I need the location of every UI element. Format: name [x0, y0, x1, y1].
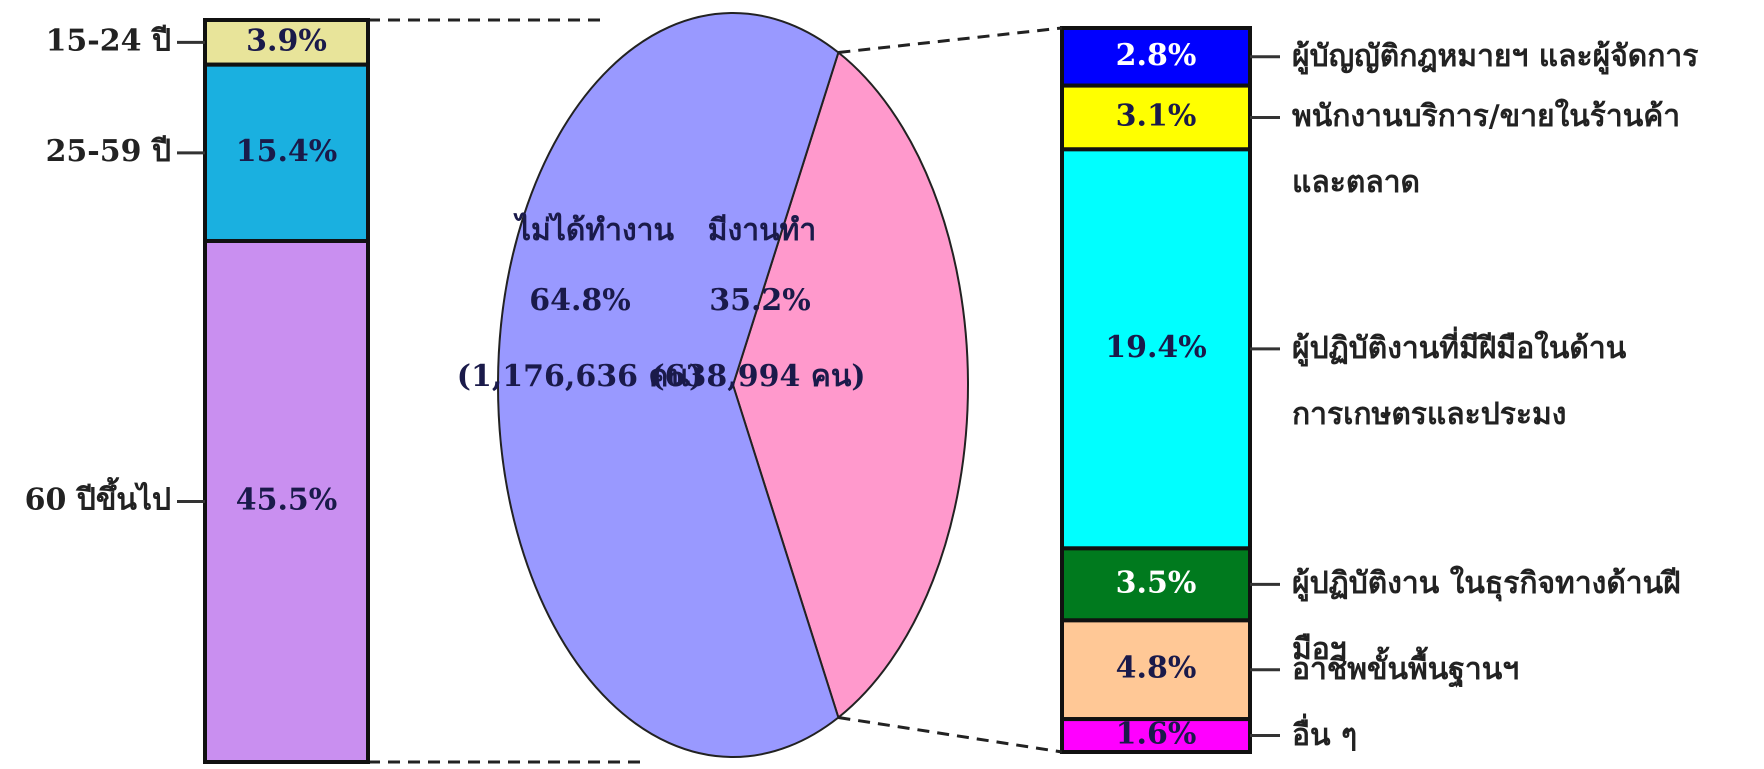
pie-slice: [497, 12, 840, 758]
bar-segment: [203, 18, 370, 67]
bar-segment: [203, 238, 370, 765]
segment-label: พนักงานบริการ/ขายในร้านค้าและตลาด: [1292, 99, 1681, 201]
bar-segment: [1060, 26, 1252, 88]
segment-value: 2.8%: [1116, 38, 1197, 73]
segment-label: 60 ปีขึ้นไป: [25, 476, 171, 517]
segment-label: ผู้ปฏิบัติงานที่มีฝีมือในด้านการเกษตรและ…: [1292, 330, 1627, 432]
slice-value: 64.8%: [529, 283, 631, 318]
bar-segment: [1060, 83, 1252, 152]
slice-label: ไม่ได้ทำงาน: [513, 212, 675, 248]
bar-segment: [1060, 147, 1252, 551]
segment-value: 45.5%: [236, 482, 338, 517]
slice-count: (638,994 คน): [650, 359, 865, 394]
segment-value: 4.8%: [1116, 651, 1197, 686]
connector: [838, 26, 1063, 54]
segment-value: 15.4%: [236, 134, 338, 169]
pie-slice: [731, 50, 969, 720]
segment-label: ผู้บัญญัติกฎหมายฯ และผู้จัดการ: [1292, 38, 1699, 74]
segment-label: อาชีพขั้นพื้นฐานฯ: [1292, 651, 1520, 687]
bar-segment: [1060, 546, 1252, 623]
segment-value: 1.6%: [1116, 717, 1197, 752]
segment-label: 15-24 ปี: [46, 23, 171, 58]
segment-value: 3.9%: [246, 23, 327, 58]
bar-segment: [203, 62, 370, 243]
connector: [838, 716, 1063, 754]
segment-value: 19.4%: [1105, 330, 1207, 365]
slice-label: มีงานทำ: [708, 213, 816, 248]
segment-label: 25-59 ปี: [46, 134, 171, 169]
segment-label: ผู้ปฏิบัติงาน ในธุรกิจทางด้านฝีมือฯ: [1292, 566, 1681, 668]
slice-value: 35.2%: [709, 283, 811, 318]
segment-value: 3.1%: [1116, 98, 1197, 133]
segment-value: 3.5%: [1116, 565, 1197, 600]
slice-count: (1,176,636 คน): [457, 359, 703, 394]
segment-label: อื่น ๆ: [1292, 717, 1358, 753]
